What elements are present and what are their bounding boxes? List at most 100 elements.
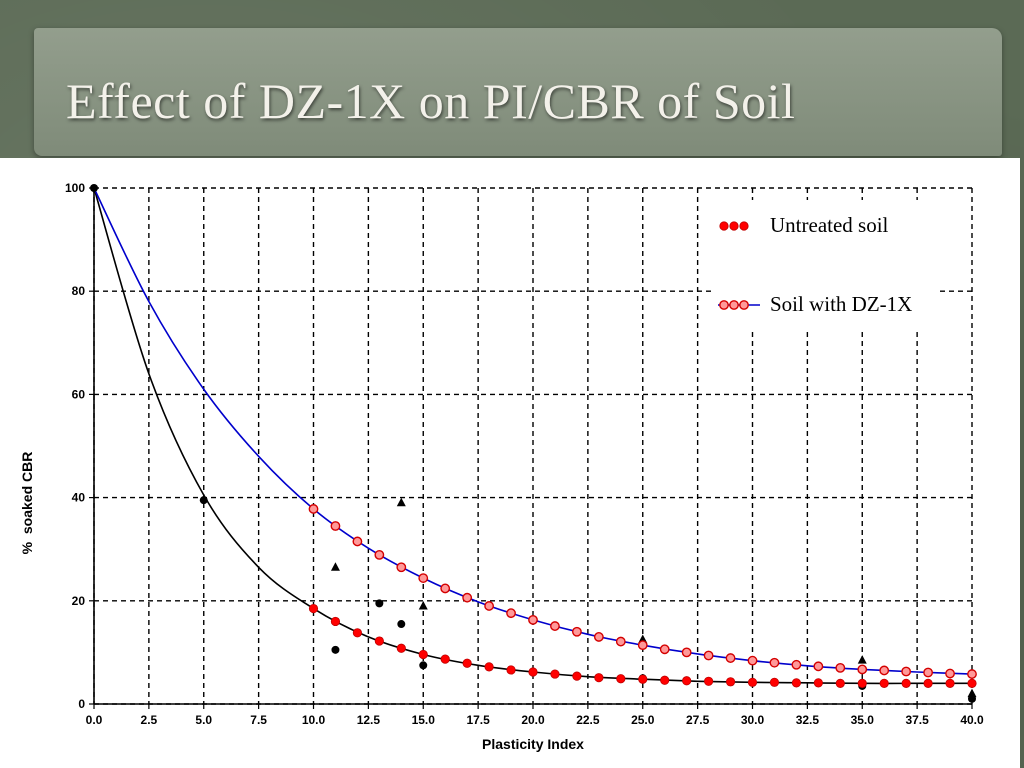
untreated-point: [945, 678, 955, 688]
untreated-point: [352, 628, 362, 638]
untreated-point: [572, 671, 582, 681]
untreated-point: [879, 678, 889, 688]
treated-point: [791, 659, 802, 670]
treated-point: [374, 549, 385, 560]
treated-point: [703, 650, 714, 661]
fit-curves: [93, 187, 973, 685]
treated-point: [352, 536, 363, 547]
treated-point: [857, 664, 868, 675]
untreated-point: [374, 636, 384, 646]
treated-point: [967, 669, 977, 679]
treated-point: [396, 562, 407, 573]
treated-point: [681, 647, 692, 658]
treated-point: [923, 667, 933, 678]
x-tick-label: 12.5: [357, 713, 381, 727]
slide-title: Effect of DZ-1X on PI/CBR of Soil: [66, 73, 796, 129]
treated-point: [945, 668, 955, 679]
legend-marker: [739, 300, 749, 310]
untreated-point: [528, 667, 538, 677]
untreated-point: [594, 673, 604, 683]
treated-point: [593, 632, 604, 642]
x-tick-label: 27.5: [686, 713, 710, 727]
treated-fit-curve: [93, 187, 973, 675]
legend-marker: [719, 221, 729, 231]
treated-point: [747, 655, 758, 666]
cbr-chart: 0.0 2.5 5.0 7.5 10.0 12.5 15.0 17.5 20.0 22.5 25.0…: [19, 181, 984, 752]
y-tick-label: 80: [72, 284, 86, 298]
y-tick-label: 20: [72, 594, 86, 608]
untreated-point: [550, 669, 560, 679]
chart-panel: 0.0 2.5 5.0 7.5 10.0 12.5 15.0 17.5 20.0 22.5 25.0…: [0, 158, 1020, 768]
legend-marker: [729, 221, 739, 231]
x-tick-label: 15.0: [412, 713, 436, 727]
untreated-point: [747, 677, 758, 687]
untreated-point: [418, 649, 428, 660]
untreated-point: [484, 662, 494, 672]
axes: [89, 187, 973, 709]
legend-marker: [719, 300, 729, 310]
treated-point: [484, 601, 494, 611]
treated-point: [813, 661, 824, 672]
x-tick-label: 37.5: [905, 713, 929, 727]
observed-circle-point: [419, 661, 428, 670]
untreated-point: [330, 616, 341, 627]
untreated-point: [901, 678, 911, 688]
observed-triangle-point: [330, 562, 340, 571]
untreated-point: [616, 674, 626, 684]
untreated-point: [857, 678, 867, 688]
observed-triangle-point: [967, 688, 977, 698]
y-tick-label: 0: [78, 697, 85, 711]
observed-circle-point: [397, 620, 406, 629]
untreated-point: [638, 674, 648, 684]
treated-point: [769, 657, 780, 668]
untreated-point: [308, 603, 319, 614]
legend-label: Untreated soil: [770, 213, 889, 237]
x-tick-label: 5.0: [195, 713, 212, 727]
treated-point: [330, 521, 341, 531]
treated-point: [725, 653, 736, 663]
legend-label: Soil with DZ-1X: [770, 292, 912, 316]
untreated-point: [682, 676, 692, 686]
observed-triangle-point: [396, 497, 406, 507]
x-tick-label: 17.5: [466, 713, 490, 727]
treated-point: [615, 636, 626, 647]
legend: Untreated soil Soil with DZ-1X: [712, 200, 940, 330]
x-tick-label: 20.0: [521, 713, 545, 727]
treated-point: [506, 608, 516, 619]
untreated-point: [835, 678, 845, 688]
treated-point: [637, 640, 648, 651]
treated-point: [659, 644, 670, 655]
treated-point: [528, 614, 538, 625]
untreated-point: [462, 658, 472, 668]
observed-circle-point: [199, 496, 208, 505]
treated-point: [901, 666, 912, 677]
treated-point: [308, 504, 319, 514]
x-tick-label: 7.5: [250, 713, 267, 727]
x-tick-label: 2.5: [141, 713, 158, 727]
untreated-point: [703, 676, 714, 686]
treated-point: [462, 592, 473, 603]
untreated-point: [725, 677, 736, 687]
y-tick-label: 60: [72, 387, 86, 401]
untreated-point: [923, 678, 933, 688]
observed-circle-point: [375, 599, 384, 608]
x-tick-label: 35.0: [851, 713, 875, 727]
untreated-point: [660, 675, 670, 685]
x-tick-label: 32.5: [796, 713, 820, 727]
observed-circle-point: [331, 645, 340, 654]
x-tick-label: 22.5: [576, 713, 600, 727]
untreated-point: [967, 678, 977, 688]
x-tick-label: 40.0: [960, 713, 984, 727]
observed-circle-point: [90, 184, 98, 192]
x-axis-label: Plasticity Index: [482, 736, 584, 752]
untreated-fit-curve: [93, 187, 972, 685]
legend-marker: [739, 221, 749, 231]
treated-point: [879, 665, 890, 676]
legend-marker: [729, 300, 739, 310]
x-tick-label: 25.0: [631, 713, 655, 727]
title-banner: [34, 28, 1002, 156]
untreated-point: [396, 643, 406, 653]
legend-box: [712, 200, 940, 330]
treated-point: [550, 621, 560, 631]
x-tick-labels: 0.0 2.5 5.0 7.5 10.0 12.5 15.0 17.5 20.0 22.5 25.0…: [86, 713, 984, 727]
